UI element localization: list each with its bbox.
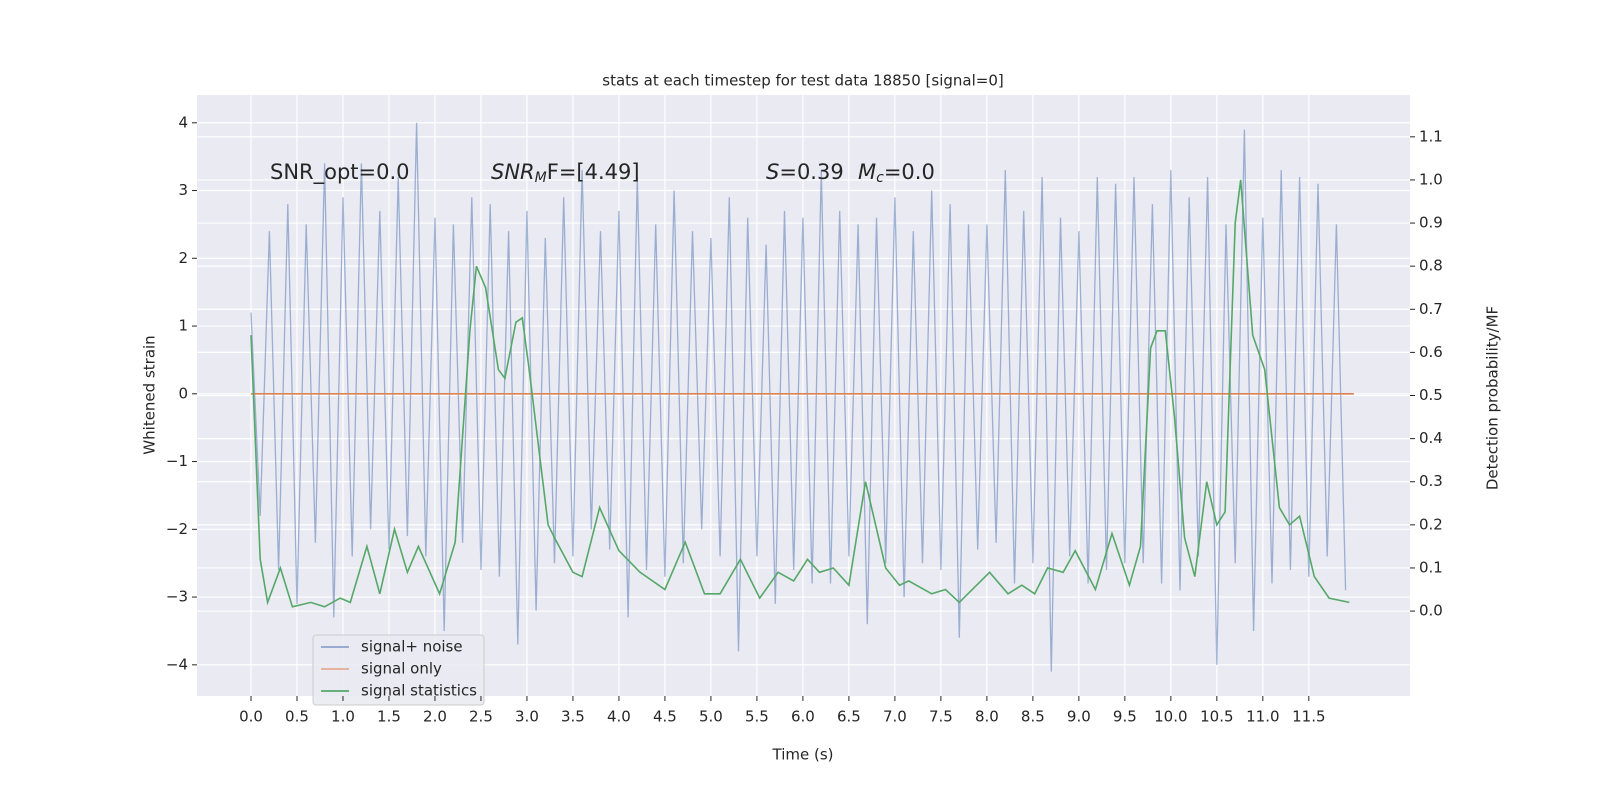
y-tick-label: 2	[178, 249, 188, 267]
x-tick-label: 8.0	[975, 708, 999, 726]
x-tick-label: 5.5	[745, 708, 769, 726]
annotation: S=0.39	[766, 160, 844, 184]
y-tick-label: 3	[178, 181, 188, 199]
series-layer	[250, 122, 1354, 672]
x-tick-label: 6.5	[837, 708, 861, 726]
y-tick-label: −1	[166, 452, 188, 470]
x-tick-label: 4.5	[653, 708, 677, 726]
y2-tick-label: 0.8	[1419, 257, 1443, 275]
y-tick-label: −2	[166, 520, 188, 538]
x-tick-label: 5.0	[699, 708, 723, 726]
annotation: SNR_opt=0.0	[270, 160, 410, 185]
x-tick-label: 11.0	[1246, 708, 1279, 726]
x-tick-label: 6.0	[791, 708, 815, 726]
y2-tick-label: 0.6	[1419, 343, 1443, 361]
x-tick-label: 4.0	[607, 708, 631, 726]
x-tick-label: 3.0	[515, 708, 539, 726]
x-tick-label: 1.0	[331, 708, 355, 726]
legend-label: signal only	[361, 660, 442, 678]
x-tick-label: 8.5	[1021, 708, 1045, 726]
y-tick-label: 4	[178, 113, 188, 131]
y2-tick-label: 0.0	[1419, 602, 1443, 620]
y2-tick-label: 0.1	[1419, 558, 1443, 576]
y-tick-label: 1	[178, 317, 188, 335]
legend-label: signal+ noise	[361, 638, 463, 656]
y2-axis-label: Detection probability/MF	[1484, 306, 1502, 490]
annotation-text: =0.39	[779, 160, 843, 184]
x-tick-label: 0.5	[285, 708, 309, 726]
x-tick-label: 10.0	[1154, 708, 1187, 726]
legend-box	[312, 634, 485, 706]
annotation-text: SNR_opt=0.0	[270, 160, 410, 185]
x-tick-label: 0.0	[239, 708, 263, 726]
x-tick-label: 3.5	[561, 708, 585, 726]
x-axis-label: Time (s)	[772, 746, 834, 764]
legend-label: signal statistics	[361, 682, 477, 700]
annotation-italic: M	[858, 160, 876, 184]
y-axis-label: Whitened strain	[141, 335, 159, 454]
y2-tick-label: 0.4	[1419, 429, 1443, 447]
annotation-italic: SNR	[491, 160, 535, 184]
y2-tick-label: 0.3	[1419, 472, 1443, 490]
x-tick-label: 10.5	[1200, 708, 1233, 726]
annotation-text: =0.0	[884, 160, 935, 184]
x-tick-label: 2.0	[423, 708, 447, 726]
x-tick-label: 2.5	[469, 708, 493, 726]
x-tick-label: 9.0	[1067, 708, 1091, 726]
annotation: Mc=0.0	[858, 160, 935, 186]
x-tick-label: 7.0	[883, 708, 907, 726]
y-tick-label: −3	[166, 588, 188, 606]
x-tick-label: 9.5	[1113, 708, 1137, 726]
y2-tick-label: 0.9	[1419, 214, 1443, 232]
x-tick-label: 11.5	[1292, 708, 1325, 726]
chart-title: stats at each timestep for test data 188…	[602, 72, 1003, 90]
y-tick-label: 0	[178, 384, 188, 402]
y2-tick-label: 1.0	[1419, 170, 1443, 188]
x-tick-label: 1.5	[377, 708, 401, 726]
y2-tick-label: 1.1	[1419, 127, 1443, 145]
series-line	[250, 179, 1350, 608]
y-tick-label: −4	[166, 655, 188, 673]
annotation: SNRMF=[4.49]	[491, 160, 640, 186]
annotation-subscript: c	[876, 170, 884, 186]
annotation-italic: S	[766, 160, 779, 184]
y2-tick-label: 0.2	[1419, 515, 1443, 533]
y2-tick-label: 0.5	[1419, 386, 1443, 404]
annotation-subscript: M	[535, 170, 547, 186]
annotation-text: F=[4.49]	[547, 160, 640, 184]
legend: signal+ noise signal only signal statistic…	[312, 634, 485, 706]
y2-tick-label: 0.7	[1419, 300, 1443, 318]
x-tick-label: 7.5	[929, 708, 953, 726]
